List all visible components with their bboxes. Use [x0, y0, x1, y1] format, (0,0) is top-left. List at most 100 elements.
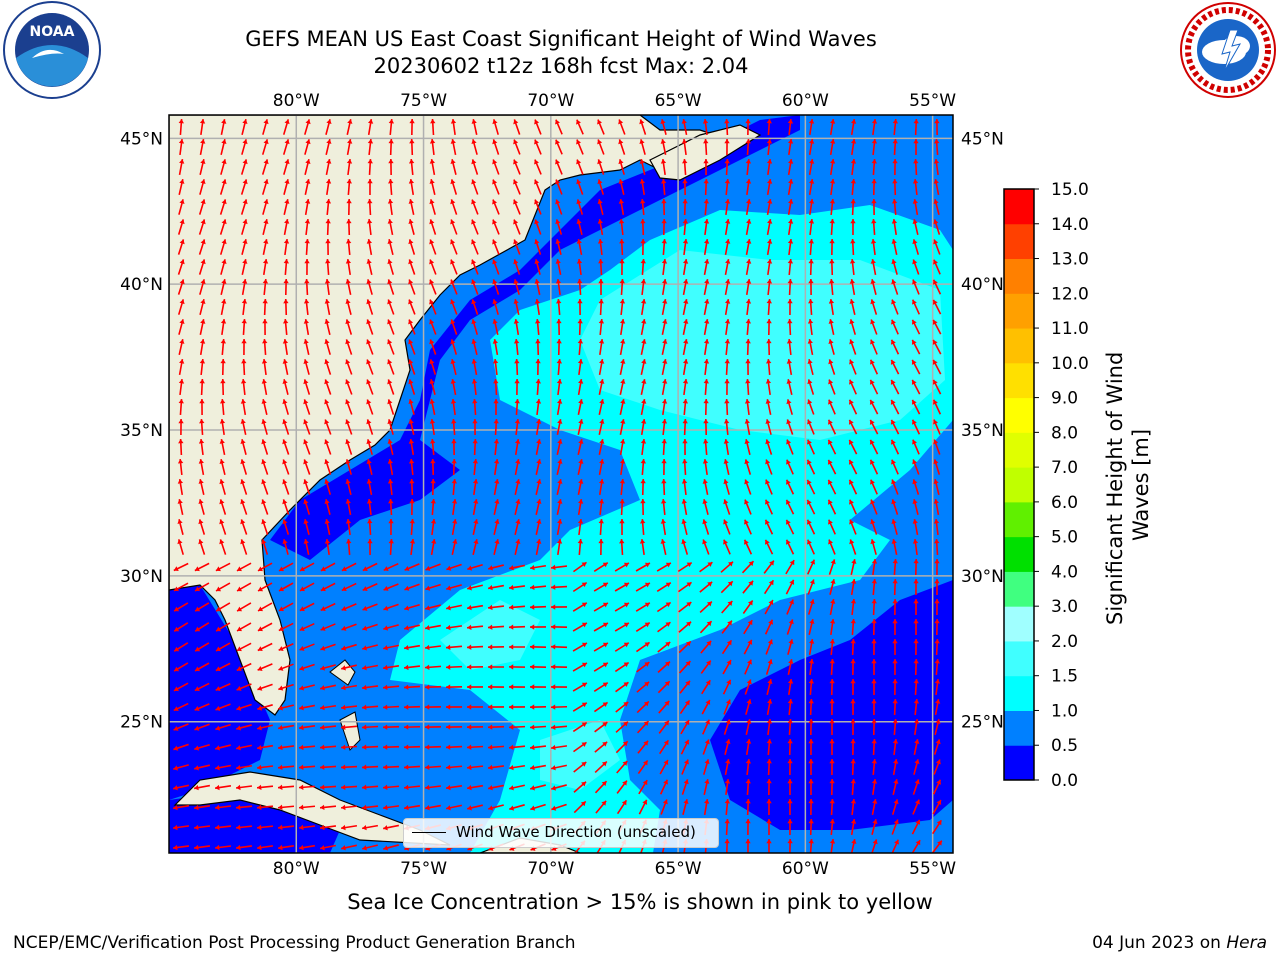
- wind-arrow: [635, 562, 651, 572]
- wind-arrow: [577, 278, 583, 296]
- wind-arrow: [408, 359, 416, 375]
- wind-arrow: [618, 179, 625, 195]
- wind-arrow: [635, 621, 651, 633]
- colorbar-segment: [1004, 606, 1034, 642]
- wind-arrow: [640, 379, 647, 395]
- wind-arrow: [241, 239, 248, 255]
- wind-arrow: [257, 582, 273, 592]
- wind-arrow: [638, 779, 648, 795]
- wind-arrow: [409, 538, 416, 556]
- wind-arrow: [303, 419, 311, 435]
- wind-arrow: [720, 580, 734, 594]
- wind-arrow: [934, 138, 940, 156]
- wind-arrow: [304, 198, 311, 216]
- wind-arrow: [699, 600, 713, 614]
- wind-arrow: [199, 358, 206, 376]
- wind-arrow: [763, 579, 775, 595]
- wind-arrow: [198, 199, 206, 215]
- wind-arrow: [745, 138, 751, 156]
- wind-arrow: [487, 744, 505, 750]
- wind-arrow: [446, 563, 462, 571]
- wind-arrow: [702, 118, 709, 136]
- wind-arrow: [765, 399, 772, 415]
- wind-arrow: [467, 563, 483, 571]
- wind-arrow: [362, 562, 378, 572]
- wind-arrow: [257, 622, 273, 632]
- wind-arrow: [513, 338, 520, 356]
- wind-arrow: [529, 764, 547, 771]
- colorbar-tick-label: 13.0: [1051, 250, 1089, 270]
- wind-arrow: [514, 418, 521, 436]
- wind-arrow: [177, 519, 184, 535]
- wind-arrow: [325, 158, 332, 176]
- wind-arrow: [366, 238, 373, 256]
- wind-arrow: [678, 581, 692, 593]
- wind-arrow: [361, 824, 379, 831]
- wind-arrow: [325, 139, 332, 155]
- wind-arrow: [661, 358, 668, 376]
- wind-arrow: [828, 359, 836, 375]
- wind-arrow: [577, 399, 584, 415]
- wind-arrow: [787, 798, 793, 816]
- wind-arrow: [319, 744, 337, 750]
- wind-arrow: [573, 800, 587, 814]
- wind-arrow: [661, 418, 668, 436]
- wind-arrow: [849, 539, 857, 555]
- wind-arrow: [366, 339, 374, 355]
- wind-arrow: [703, 238, 710, 256]
- wind-arrow: [215, 622, 231, 632]
- wind-arrow: [661, 238, 667, 256]
- wind-arrow: [934, 638, 940, 656]
- wave-height-region-1p5-b: [440, 600, 540, 670]
- wind-arrow: [891, 259, 898, 275]
- wind-arrow: [324, 479, 332, 495]
- wind-arrow: [173, 582, 189, 592]
- wind-arrow: [764, 619, 774, 635]
- wind-arrow: [577, 338, 584, 356]
- wind-arrow: [616, 760, 628, 774]
- wind-arrow: [241, 318, 247, 336]
- wind-arrow: [912, 538, 919, 556]
- wind-arrow: [193, 844, 211, 851]
- wind-arrow: [765, 419, 772, 435]
- wind-arrow: [829, 758, 835, 776]
- wind-arrow: [387, 419, 394, 435]
- wind-arrow: [241, 338, 247, 356]
- wind-arrow: [808, 698, 814, 716]
- wind-arrow: [278, 683, 294, 691]
- wind-arrow: [492, 199, 500, 215]
- wind-arrow: [911, 299, 921, 315]
- wind-arrow: [660, 799, 668, 815]
- wind-arrow: [535, 519, 542, 535]
- wind-arrow: [345, 399, 353, 415]
- colorbar-tick-label: 9.0: [1051, 389, 1078, 409]
- wind-arrow: [529, 644, 547, 650]
- wind-arrow: [241, 358, 247, 376]
- wind-arrow: [177, 259, 185, 275]
- wind-arrow: [573, 561, 587, 573]
- wind-arrow: [892, 138, 898, 156]
- wind-arrow: [492, 259, 500, 275]
- wind-arrow: [786, 459, 794, 475]
- wind-arrow: [408, 438, 415, 456]
- sea-ice-note: Sea Ice Concentration > 15% is shown in …: [0, 890, 1280, 914]
- wind-arrow: [387, 239, 394, 255]
- wind-arrow: [303, 399, 311, 415]
- wind-arrow: [619, 438, 626, 456]
- wind-arrow: [869, 379, 879, 395]
- wind-arrow: [658, 700, 670, 714]
- wind-arrow: [194, 582, 210, 592]
- wind-arrow: [933, 239, 941, 255]
- wind-arrow: [786, 358, 793, 376]
- wind-arrow: [471, 339, 478, 355]
- wind-arrow: [261, 479, 269, 495]
- wind-arrow: [219, 438, 226, 456]
- colorbar-segment: [1004, 675, 1034, 711]
- wind-arrow: [320, 684, 336, 691]
- wind-arrow: [345, 419, 353, 435]
- wind-arrow: [808, 678, 814, 696]
- wind-arrow: [892, 578, 898, 596]
- wind-arrow: [367, 518, 373, 536]
- lon-tick-label-bottom: 65°W: [655, 859, 702, 879]
- wind-arrow: [529, 664, 547, 670]
